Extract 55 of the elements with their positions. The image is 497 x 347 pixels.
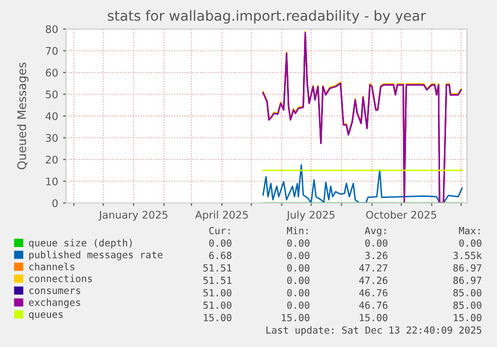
y-tick-label: 80: [46, 25, 58, 34]
text: 85.00: [453, 289, 482, 296]
text: Max:: [458, 227, 480, 234]
legend-label: connections: [29, 274, 92, 282]
legend-label: published messages rate: [29, 250, 162, 260]
text: 85.00: [453, 302, 482, 309]
text: 51.51: [203, 264, 232, 272]
text: Min:: [286, 226, 308, 234]
x-tick-label: July 2025: [286, 210, 334, 221]
text: 15.00: [204, 314, 232, 322]
x-tick-label: January 2025: [98, 210, 168, 221]
text: 15.00: [454, 314, 482, 322]
text: 86.97: [453, 264, 482, 272]
text: 0.00: [287, 239, 310, 247]
text: 0.00: [287, 252, 310, 260]
y-tick-label: 60: [46, 68, 58, 77]
legend-label: queue size (depth): [29, 238, 132, 248]
text: 47.26: [359, 276, 388, 284]
y-tick-label: 50: [46, 90, 58, 98]
text: Avg:: [364, 226, 386, 236]
text: 51.00: [203, 302, 232, 309]
text: 3.26: [365, 252, 388, 260]
text: Cur:: [209, 226, 230, 234]
y-tick-label: 30: [46, 134, 58, 142]
text: 46.76: [359, 289, 388, 296]
text: 0.00: [459, 239, 482, 247]
text: 86.97: [453, 276, 482, 284]
text: 51.51: [203, 276, 232, 284]
legend-label: consumers: [29, 288, 80, 294]
text: 0.00: [287, 302, 310, 309]
text: 0.00: [365, 239, 388, 247]
y-tick-label: 40: [46, 112, 58, 120]
text: 3.55k: [453, 252, 482, 260]
y-tick-label: 70: [46, 46, 58, 55]
legend-label: queues: [29, 312, 63, 320]
text: 47.27: [359, 264, 388, 272]
text: 46.76: [359, 302, 388, 309]
text: 0.00: [287, 264, 310, 272]
legend-label: exchanges: [28, 298, 80, 308]
text: 15.00: [282, 314, 310, 322]
chart-title: stats for wallabag.import.readability - by year: [108, 10, 426, 24]
x-tick-label: October 2025: [366, 210, 436, 219]
legend-label: channels: [29, 262, 74, 270]
text: 6.68: [209, 252, 232, 260]
text: 15.00: [360, 314, 388, 322]
text: 0.00: [209, 239, 232, 247]
y-tick-label: 0: [52, 199, 58, 208]
y-tick-label: 20: [46, 156, 58, 164]
y-axis-title: Queued Messages: [17, 62, 28, 170]
text: 0.00: [287, 289, 310, 296]
y-tick-label: 10: [46, 177, 58, 186]
x-tick-label: April 2025: [195, 210, 248, 221]
text: Last update: Sat Dec 13 22:40:09 2025: [266, 326, 482, 336]
text: 0.00: [287, 276, 310, 284]
text: 51.00: [203, 289, 232, 296]
